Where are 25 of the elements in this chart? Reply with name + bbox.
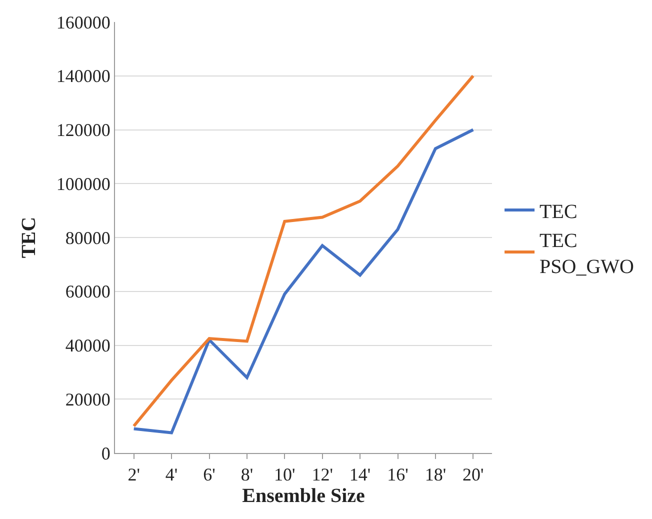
y-tick-label: 80000 [65,228,110,248]
y-axis-title: TEC [18,216,40,258]
legend-label: TEC [540,200,578,223]
x-tick-label: 2' [128,464,140,485]
y-tick-label: 120000 [56,120,110,140]
y-tick-label: 40000 [65,336,110,356]
line-series [132,128,475,434]
x-tick-label: 6' [203,464,216,485]
line-series [132,74,475,428]
y-tick-label: 20000 [65,389,110,410]
y-tick-label: 0 [101,443,110,464]
x-tick-label: 18' [424,464,446,485]
y-tick-label: 100000 [56,174,110,194]
x-tick-label: 4' [165,464,178,485]
x-tick-label: 8' [240,464,254,485]
x-tick-label: 12' [312,464,333,485]
y-tick-label: 160000 [56,12,110,32]
y-tick-label: 140000 [56,66,110,86]
x-tick-label: 16' [387,464,408,485]
x-tick-label: 10' [274,464,296,485]
legend-label: TEC PSO_GWO [540,230,634,278]
x-tick-label: 14' [349,464,371,485]
y-tick-label: 60000 [65,282,110,302]
x-axis-title: Ensemble Size [242,485,366,508]
x-tick-label: 20' [462,464,484,485]
